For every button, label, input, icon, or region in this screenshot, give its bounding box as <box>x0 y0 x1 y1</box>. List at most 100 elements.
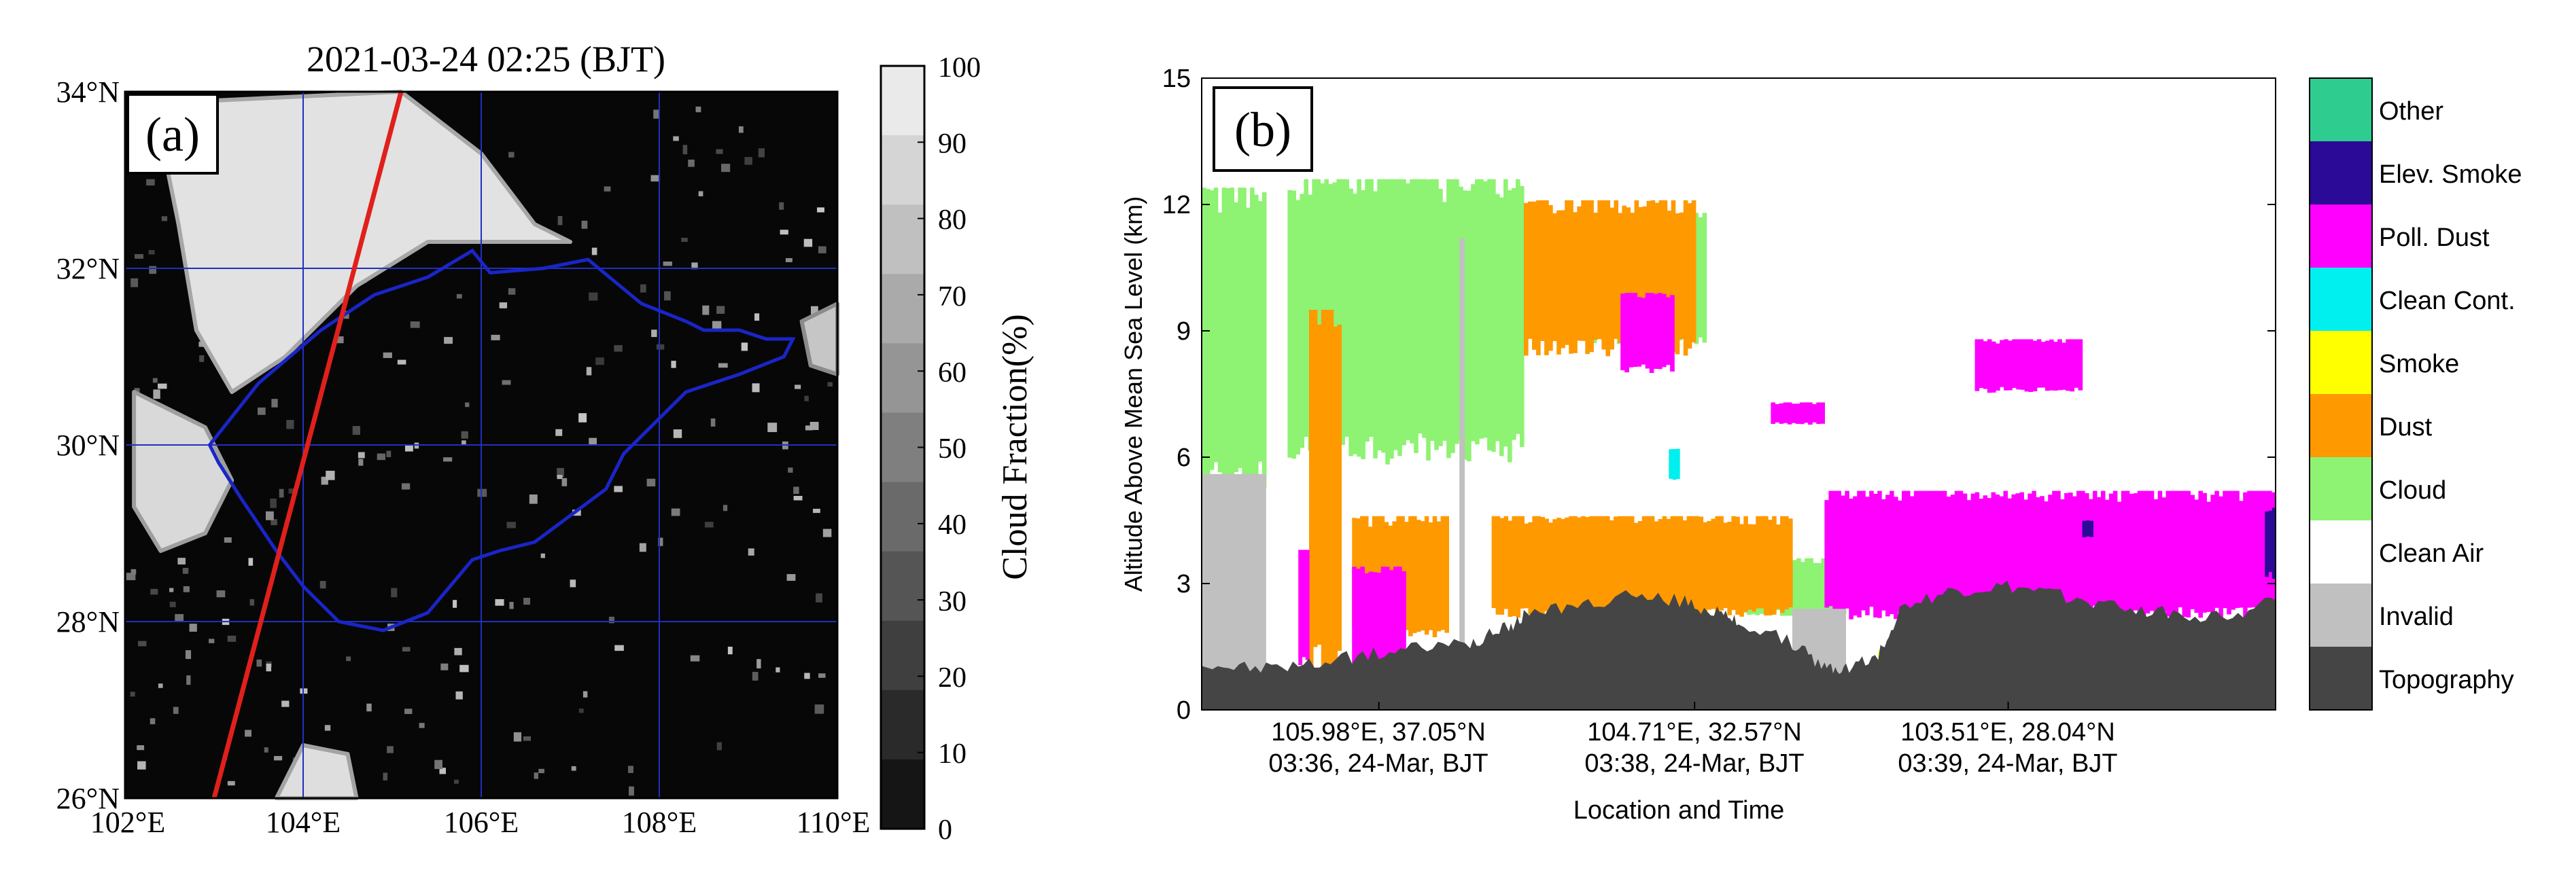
layer-cloud <box>1821 558 1826 616</box>
layer-poll-dust <box>1393 567 1398 661</box>
cloud-speckle <box>614 345 623 352</box>
cloud-speckle <box>443 457 453 462</box>
cloud-speckle <box>459 664 469 673</box>
layer-dust <box>1735 516 1740 615</box>
layer-poll-dust <box>1954 490 1960 611</box>
layer-dust <box>1699 516 1704 614</box>
cloud-speckle <box>506 522 517 529</box>
cloud-speckle <box>671 508 680 516</box>
panel-b: (b) 0 3 6 9 12 15 Altitude Above Mean Se… <box>1119 65 2522 825</box>
y-tick-label: 26°N <box>56 782 120 815</box>
cloud-speckle <box>744 157 752 165</box>
cloud-speckle <box>383 772 388 781</box>
layer-poll-dust <box>1837 490 1841 611</box>
cloud-speckle <box>681 238 688 243</box>
layer-poll-dust <box>2202 493 2207 613</box>
cloud-speckle <box>538 768 544 774</box>
cloud-speckle <box>137 761 146 770</box>
layer-dust <box>1662 516 1667 612</box>
layer-poll-dust <box>1930 490 1935 620</box>
cloud-speckle <box>827 382 833 387</box>
cloud-speckle <box>793 486 799 495</box>
layer-dust <box>1565 517 1569 609</box>
cloud-speckle <box>803 238 813 247</box>
layer-poll-dust <box>2137 490 2142 620</box>
cloud-speckle <box>189 624 197 632</box>
layer-poll-dust <box>2206 501 2211 612</box>
layer-poll-dust <box>1970 493 1976 611</box>
layer-dust <box>1416 520 1421 632</box>
legend-swatch <box>2310 204 2372 268</box>
legend <box>2310 78 2372 710</box>
layer-poll-dust <box>1841 495 1845 615</box>
layer-poll-dust <box>2227 490 2231 615</box>
cloud-speckle <box>702 305 710 315</box>
layer-poll-dust <box>1974 492 1980 606</box>
layer-dust <box>1569 200 1573 354</box>
layer-dust <box>1520 516 1525 609</box>
layer-dust <box>1524 202 1529 356</box>
cloud-speckle <box>663 261 672 266</box>
cloud-speckle <box>756 659 761 668</box>
x-tick-time: 03:36, 24-Mar, BJT <box>1268 749 1488 778</box>
cloud-speckle <box>281 700 290 707</box>
cloud-speckle <box>182 567 189 574</box>
y-tick-label: 34°N <box>56 75 120 109</box>
cloud-speckle <box>434 759 442 770</box>
colorbar-tick-label: 70 <box>938 281 967 312</box>
cloud-speckle <box>508 151 515 158</box>
colorbar-segment <box>881 759 924 829</box>
layer-poll-dust <box>1865 497 1870 615</box>
cloud-speckle <box>444 337 453 344</box>
layer-dust <box>1654 521 1659 612</box>
layer-cloud <box>1328 184 1333 435</box>
cloud-speckle <box>404 709 413 715</box>
panel-a-label: (a) <box>145 107 200 162</box>
x-tick-coord: 103.51°E, 28.04°N <box>1900 718 2115 747</box>
layer-elev-smoke <box>2085 520 2090 537</box>
cloud-speckle <box>716 742 722 751</box>
cloud-speckle <box>810 306 818 316</box>
layer-cloud <box>1805 558 1809 612</box>
layer-dust <box>1687 203 1692 349</box>
layer-cloud <box>1467 190 1472 461</box>
cloud-speckle <box>595 357 604 365</box>
layer-cloud <box>1250 187 1255 488</box>
layer-poll-dust <box>2036 497 2040 611</box>
layer-dust <box>1436 521 1442 632</box>
layer-poll-dust <box>2235 490 2240 608</box>
cloud-speckle <box>130 278 139 287</box>
panel-b-label-box: (b) <box>1213 86 1313 172</box>
layer-elev-smoke <box>2272 507 2276 579</box>
layer-poll-dust <box>1356 569 1361 669</box>
colorbar-label: Cloud Fraction(%) <box>996 314 1034 579</box>
layer-cloud <box>1438 189 1443 446</box>
layer-cloud <box>1495 194 1500 442</box>
layer-poll-dust <box>1901 490 1907 609</box>
legend-label: Smoke <box>2379 350 2459 378</box>
layer-poll-dust <box>1397 567 1402 664</box>
layer-cloud <box>1300 194 1304 448</box>
cloud-speckle <box>130 692 135 697</box>
cloud-speckle <box>419 723 425 728</box>
layer-poll-dust <box>2085 493 2089 615</box>
layer-dust <box>1670 516 1675 619</box>
layer-poll-dust <box>2112 490 2118 618</box>
layer-poll-dust <box>1380 567 1386 666</box>
layer-poll-dust <box>2053 342 2058 391</box>
layer-dust <box>1503 516 1509 609</box>
layer-cloud <box>1430 179 1435 441</box>
layer-poll-dust <box>1389 570 1394 668</box>
layer-poll-dust <box>2048 495 2053 613</box>
colorbar-ticks <box>918 65 924 829</box>
cloud-speckle <box>716 306 725 314</box>
layer-dust <box>1412 516 1417 633</box>
layer-poll-dust <box>2066 339 2070 391</box>
cloud-speckle <box>256 659 262 667</box>
layer-cloud <box>1800 562 1805 614</box>
colorbar-tick-label: 100 <box>938 52 981 84</box>
cloud-speckle <box>604 186 611 192</box>
layer-dust <box>1642 206 1648 340</box>
layer-cloud <box>1238 187 1242 468</box>
cloud-speckle <box>169 588 174 592</box>
